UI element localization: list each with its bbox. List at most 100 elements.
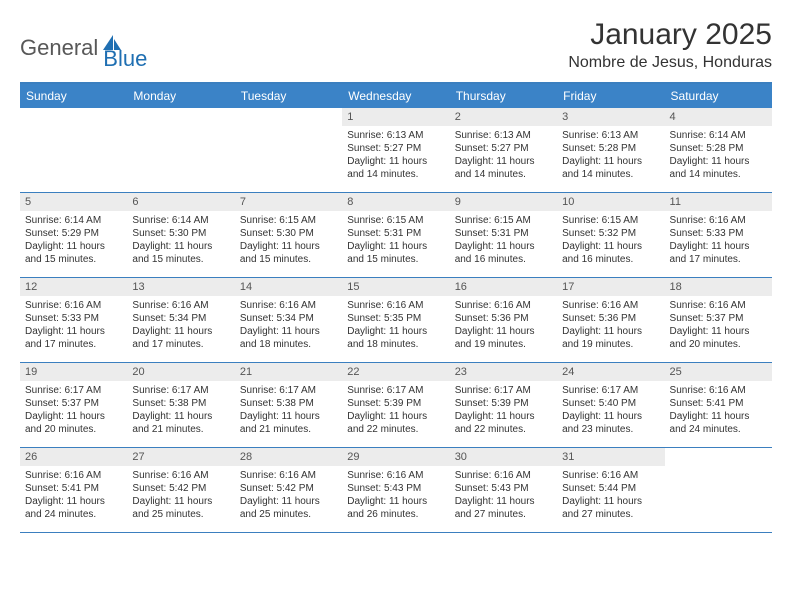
day-body: Sunrise: 6:16 AMSunset: 5:37 PMDaylight:… [665, 296, 772, 355]
day-number: 27 [127, 448, 234, 466]
day-cell: 20Sunrise: 6:17 AMSunset: 5:38 PMDayligh… [127, 363, 234, 447]
day-body: Sunrise: 6:16 AMSunset: 5:42 PMDaylight:… [127, 466, 234, 525]
day-number: 1 [342, 108, 449, 126]
daylight-text: Daylight: 11 hours and 21 minutes. [132, 410, 229, 436]
day-cell: 5Sunrise: 6:14 AMSunset: 5:29 PMDaylight… [20, 193, 127, 277]
calendar-grid: SundayMondayTuesdayWednesdayThursdayFrid… [20, 82, 772, 533]
sunrise-text: Sunrise: 6:16 AM [670, 214, 767, 227]
sunrise-text: Sunrise: 6:16 AM [240, 299, 337, 312]
sunrise-text: Sunrise: 6:17 AM [25, 384, 122, 397]
daylight-text: Daylight: 11 hours and 26 minutes. [347, 495, 444, 521]
sunset-text: Sunset: 5:30 PM [132, 227, 229, 240]
brand-text-general: General [20, 35, 98, 61]
day-body: Sunrise: 6:16 AMSunset: 5:43 PMDaylight:… [450, 466, 557, 525]
day-number: 17 [557, 278, 664, 296]
day-number: 30 [450, 448, 557, 466]
day-cell: 23Sunrise: 6:17 AMSunset: 5:39 PMDayligh… [450, 363, 557, 447]
day-cell: 13Sunrise: 6:16 AMSunset: 5:34 PMDayligh… [127, 278, 234, 362]
day-number: 9 [450, 193, 557, 211]
sunset-text: Sunset: 5:32 PM [562, 227, 659, 240]
day-body: Sunrise: 6:17 AMSunset: 5:39 PMDaylight:… [342, 381, 449, 440]
day-body: Sunrise: 6:16 AMSunset: 5:43 PMDaylight:… [342, 466, 449, 525]
sunset-text: Sunset: 5:43 PM [455, 482, 552, 495]
weekday-header: Sunday [20, 84, 127, 108]
day-number: 22 [342, 363, 449, 381]
day-cell: 17Sunrise: 6:16 AMSunset: 5:36 PMDayligh… [557, 278, 664, 362]
sunrise-text: Sunrise: 6:16 AM [562, 299, 659, 312]
daylight-text: Daylight: 11 hours and 21 minutes. [240, 410, 337, 436]
daylight-text: Daylight: 11 hours and 16 minutes. [562, 240, 659, 266]
sunrise-text: Sunrise: 6:15 AM [347, 214, 444, 227]
daylight-text: Daylight: 11 hours and 19 minutes. [562, 325, 659, 351]
day-body: Sunrise: 6:17 AMSunset: 5:40 PMDaylight:… [557, 381, 664, 440]
sunrise-text: Sunrise: 6:16 AM [25, 469, 122, 482]
sunrise-text: Sunrise: 6:16 AM [132, 299, 229, 312]
day-cell: 4Sunrise: 6:14 AMSunset: 5:28 PMDaylight… [665, 108, 772, 192]
day-number: 8 [342, 193, 449, 211]
day-number: 10 [557, 193, 664, 211]
sunrise-text: Sunrise: 6:17 AM [240, 384, 337, 397]
day-body: Sunrise: 6:14 AMSunset: 5:29 PMDaylight:… [20, 211, 127, 270]
day-number: 24 [557, 363, 664, 381]
day-number: 29 [342, 448, 449, 466]
sunrise-text: Sunrise: 6:15 AM [562, 214, 659, 227]
day-number: 26 [20, 448, 127, 466]
sunrise-text: Sunrise: 6:13 AM [347, 129, 444, 142]
sunset-text: Sunset: 5:44 PM [562, 482, 659, 495]
day-cell: 26Sunrise: 6:16 AMSunset: 5:41 PMDayligh… [20, 448, 127, 532]
sunrise-text: Sunrise: 6:17 AM [347, 384, 444, 397]
daylight-text: Daylight: 11 hours and 27 minutes. [562, 495, 659, 521]
sunrise-text: Sunrise: 6:16 AM [25, 299, 122, 312]
sunset-text: Sunset: 5:36 PM [455, 312, 552, 325]
day-body: Sunrise: 6:16 AMSunset: 5:33 PMDaylight:… [665, 211, 772, 270]
weekday-header: Monday [127, 84, 234, 108]
sunset-text: Sunset: 5:33 PM [25, 312, 122, 325]
day-number: 13 [127, 278, 234, 296]
day-number: 4 [665, 108, 772, 126]
sunrise-text: Sunrise: 6:16 AM [455, 469, 552, 482]
sunrise-text: Sunrise: 6:17 AM [562, 384, 659, 397]
day-cell: 27Sunrise: 6:16 AMSunset: 5:42 PMDayligh… [127, 448, 234, 532]
sunset-text: Sunset: 5:33 PM [670, 227, 767, 240]
location-label: Nombre de Jesus, Honduras [568, 54, 772, 72]
sunrise-text: Sunrise: 6:16 AM [132, 469, 229, 482]
sunrise-text: Sunrise: 6:16 AM [240, 469, 337, 482]
daylight-text: Daylight: 11 hours and 27 minutes. [455, 495, 552, 521]
sunset-text: Sunset: 5:28 PM [670, 142, 767, 155]
sunset-text: Sunset: 5:38 PM [132, 397, 229, 410]
daylight-text: Daylight: 11 hours and 19 minutes. [455, 325, 552, 351]
sunset-text: Sunset: 5:35 PM [347, 312, 444, 325]
daylight-text: Daylight: 11 hours and 14 minutes. [347, 155, 444, 181]
daylight-text: Daylight: 11 hours and 25 minutes. [132, 495, 229, 521]
day-body: Sunrise: 6:15 AMSunset: 5:30 PMDaylight:… [235, 211, 342, 270]
day-body: Sunrise: 6:15 AMSunset: 5:32 PMDaylight:… [557, 211, 664, 270]
week-row: 12Sunrise: 6:16 AMSunset: 5:33 PMDayligh… [20, 278, 772, 363]
daylight-text: Daylight: 11 hours and 18 minutes. [347, 325, 444, 351]
day-body: Sunrise: 6:13 AMSunset: 5:27 PMDaylight:… [450, 126, 557, 185]
daylight-text: Daylight: 11 hours and 24 minutes. [670, 410, 767, 436]
day-body: Sunrise: 6:16 AMSunset: 5:41 PMDaylight:… [20, 466, 127, 525]
day-cell: 15Sunrise: 6:16 AMSunset: 5:35 PMDayligh… [342, 278, 449, 362]
day-cell: 8Sunrise: 6:15 AMSunset: 5:31 PMDaylight… [342, 193, 449, 277]
daylight-text: Daylight: 11 hours and 24 minutes. [25, 495, 122, 521]
daylight-text: Daylight: 11 hours and 20 minutes. [25, 410, 122, 436]
day-number: 15 [342, 278, 449, 296]
weekday-header: Thursday [450, 84, 557, 108]
sunset-text: Sunset: 5:38 PM [240, 397, 337, 410]
sunrise-text: Sunrise: 6:16 AM [670, 384, 767, 397]
day-cell: 31Sunrise: 6:16 AMSunset: 5:44 PMDayligh… [557, 448, 664, 532]
week-row: 1Sunrise: 6:13 AMSunset: 5:27 PMDaylight… [20, 108, 772, 193]
day-body: Sunrise: 6:13 AMSunset: 5:28 PMDaylight:… [557, 126, 664, 185]
calendar-page: General Blue January 2025 Nombre de Jesu… [0, 0, 792, 533]
day-number: 12 [20, 278, 127, 296]
sunrise-text: Sunrise: 6:17 AM [132, 384, 229, 397]
day-body: Sunrise: 6:16 AMSunset: 5:36 PMDaylight:… [557, 296, 664, 355]
day-number: 14 [235, 278, 342, 296]
day-body: Sunrise: 6:16 AMSunset: 5:34 PMDaylight:… [235, 296, 342, 355]
sunset-text: Sunset: 5:37 PM [25, 397, 122, 410]
sunset-text: Sunset: 5:41 PM [670, 397, 767, 410]
sunset-text: Sunset: 5:31 PM [455, 227, 552, 240]
sunrise-text: Sunrise: 6:14 AM [132, 214, 229, 227]
day-number: 31 [557, 448, 664, 466]
daylight-text: Daylight: 11 hours and 15 minutes. [25, 240, 122, 266]
